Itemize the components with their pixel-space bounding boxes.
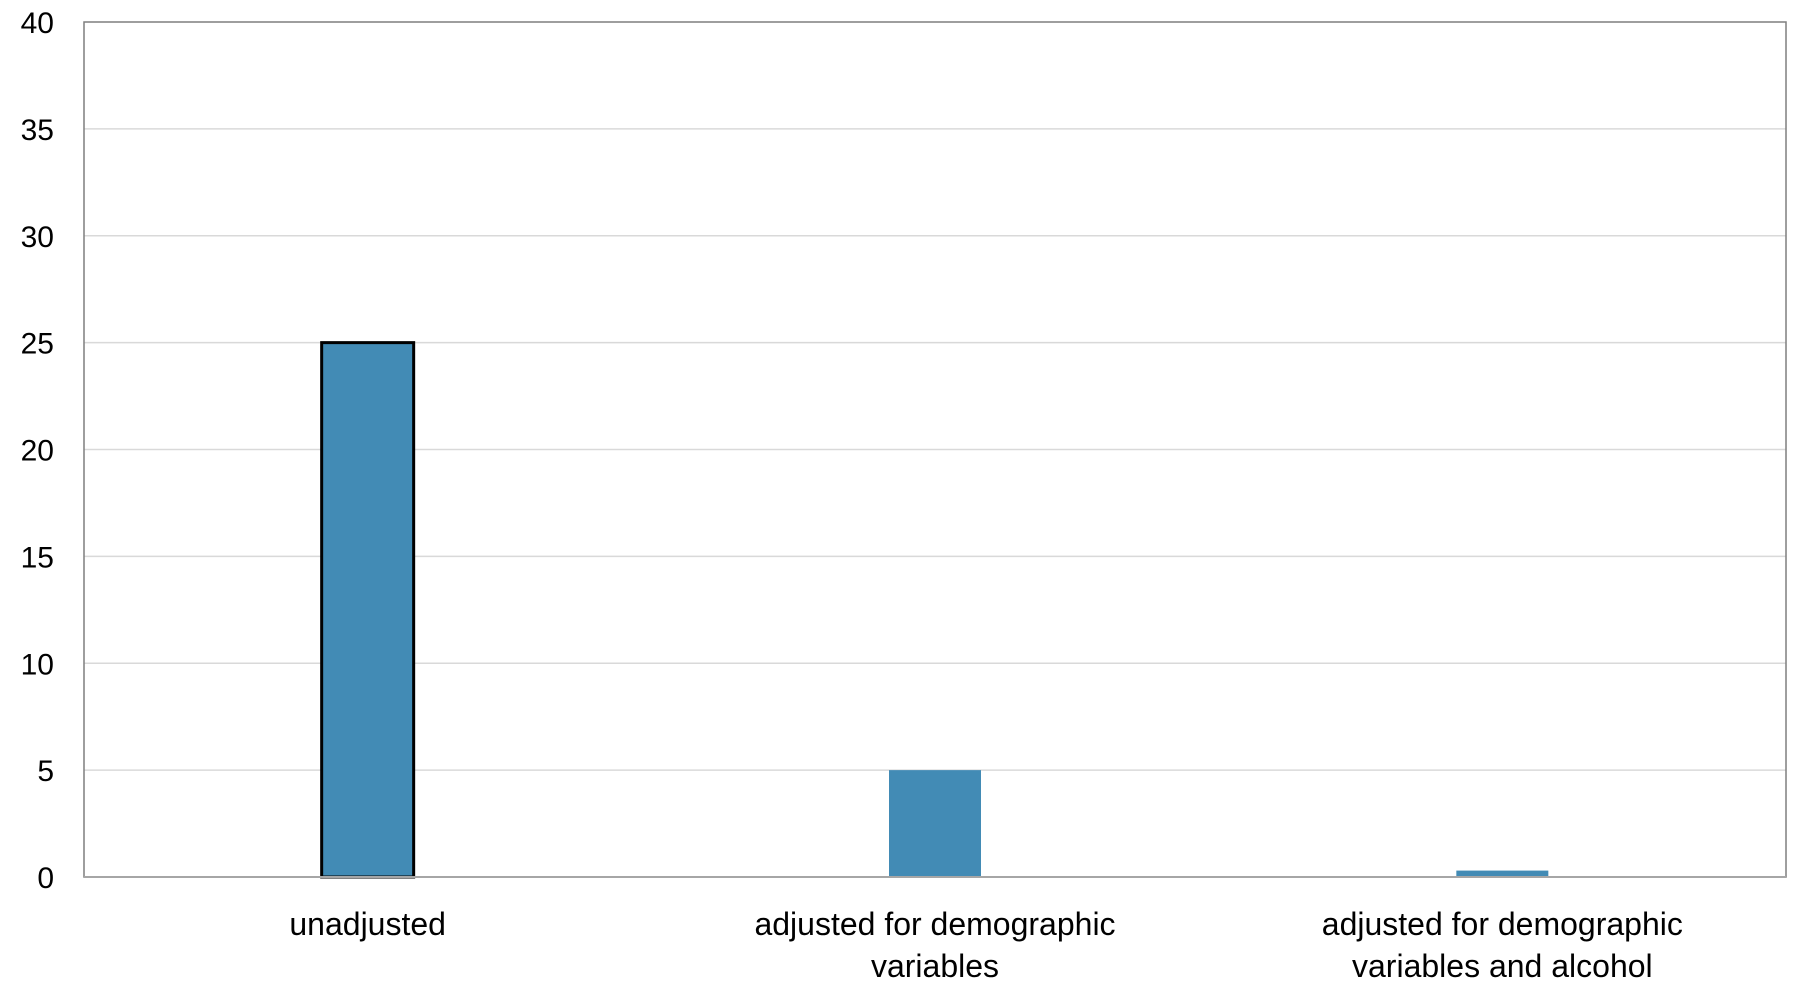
x-axis-categories: unadjusted adjusted for demographic variab… xyxy=(289,906,1683,984)
bar xyxy=(322,343,414,877)
y-tick-label: 35 xyxy=(21,114,54,147)
y-tick-label: 15 xyxy=(21,541,54,574)
y-tick-label: 10 xyxy=(21,648,54,681)
x-category-label: variables xyxy=(871,948,999,984)
y-axis-ticks: 0 5 10 15 20 25 30 35 40 xyxy=(21,7,54,895)
y-tick-label: 0 xyxy=(37,862,54,895)
x-category-label: unadjusted xyxy=(289,906,446,942)
x-category-label: adjusted for demographic xyxy=(1322,906,1683,942)
y-tick-label: 20 xyxy=(21,435,54,468)
x-category-label: variables and alcohol xyxy=(1352,948,1653,984)
y-tick-label: 30 xyxy=(21,221,54,254)
x-category-label: adjusted for demographic xyxy=(754,906,1115,942)
bars xyxy=(322,343,1549,877)
bar xyxy=(889,770,981,877)
y-tick-label: 5 xyxy=(37,755,54,788)
y-tick-label: 40 xyxy=(21,7,54,40)
y-tick-label: 25 xyxy=(21,328,54,361)
